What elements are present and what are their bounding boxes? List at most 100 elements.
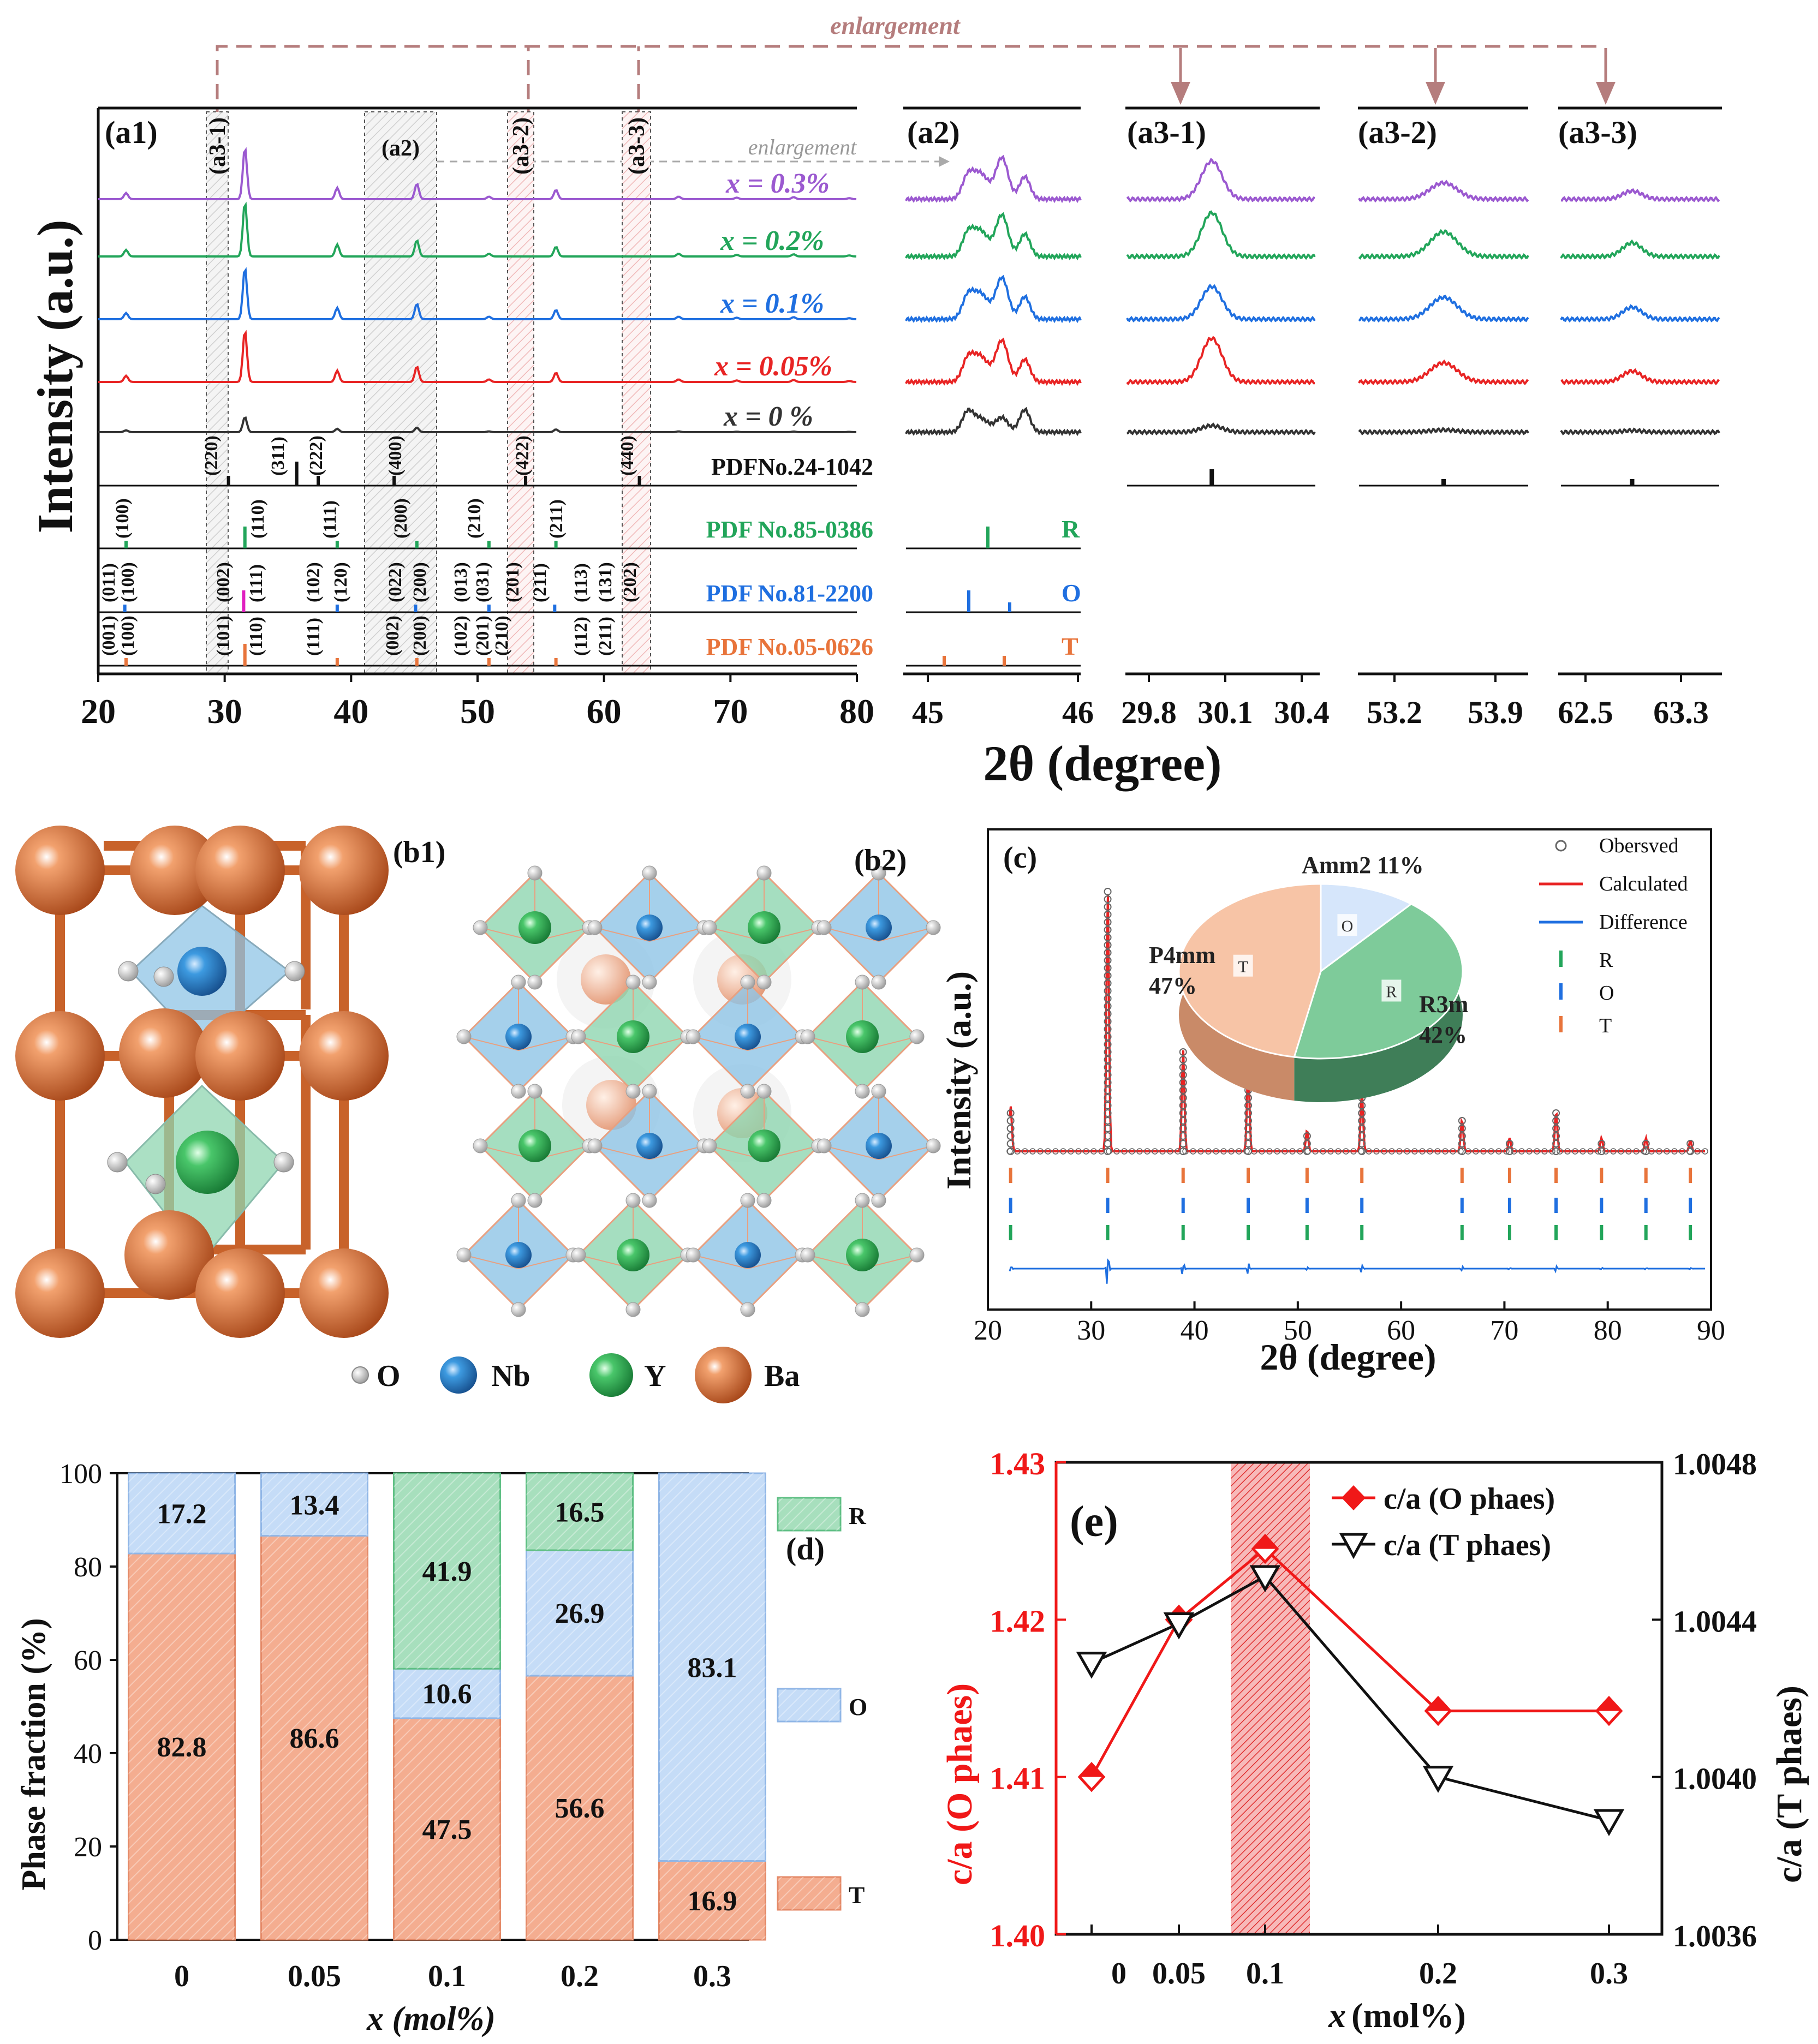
b2-o-atom [756, 865, 772, 881]
d-bar-hatch [261, 1473, 368, 1536]
c-observed-point [1297, 1148, 1303, 1155]
c-observed-point [1458, 1117, 1466, 1125]
sub-tick-label: 30.4 [1274, 695, 1330, 730]
c-observed-point [1060, 1148, 1066, 1155]
legend-o-label: O [377, 1359, 401, 1393]
c-observed-point [1564, 1148, 1571, 1155]
pdf-label: PDFNo.24-1042 [711, 453, 873, 480]
d-bar-hatch [394, 1718, 500, 1940]
a2-phase-tag: R [1062, 515, 1080, 543]
b2-y-atom [748, 911, 780, 944]
hkl-label: (311) [268, 437, 288, 476]
c-legend-symbol [1559, 1016, 1563, 1032]
panel-a1-label: (a1) [105, 115, 158, 150]
pdf-stick [226, 476, 230, 486]
c-observed-point [1104, 957, 1112, 964]
c-observed-point [1179, 1140, 1187, 1147]
c-observed-point [1037, 1148, 1044, 1155]
hkl-label: (220) [201, 435, 222, 476]
c-observed-point [1179, 1132, 1187, 1140]
c-observed-point [1518, 1148, 1525, 1155]
c-phase-marker [1305, 1168, 1309, 1183]
d-bar-hatch [261, 1535, 368, 1940]
hkl-label: (001) [99, 615, 119, 656]
c-observed-point [1104, 1140, 1112, 1147]
c-observed-point [1664, 1148, 1670, 1155]
c-phase-marker [1507, 1198, 1511, 1213]
c-observed-point [1552, 1132, 1560, 1140]
panel-a2-label: (a2) [907, 115, 960, 150]
a1-tick-label: 20 [81, 692, 116, 731]
d-category-label: 0.3 [693, 1959, 731, 1993]
b2-o-atom [756, 1084, 772, 1099]
c-observed-point [1541, 1148, 1548, 1155]
b2-o-atom [871, 1193, 886, 1208]
c-observed-point [1104, 1010, 1112, 1018]
c-observed-point [1648, 1148, 1655, 1155]
panel-b2-label: (b2) [854, 844, 907, 877]
hkl-label: (211) [530, 563, 550, 602]
pdf-stick [335, 541, 339, 548]
legend-nb-atom [440, 1356, 477, 1394]
c-observed-point [1104, 995, 1112, 1002]
b2-o-atom [511, 975, 526, 990]
b2-o-atom [456, 1029, 472, 1044]
c-observed-point [1014, 1148, 1021, 1155]
pdf-stick [124, 658, 128, 666]
d-bar-value: 47.5 [422, 1814, 472, 1845]
c-observed-point [1480, 1148, 1487, 1155]
c-observed-point [1610, 1148, 1617, 1155]
c-observed-point [1587, 1148, 1594, 1155]
pdf-label: PDF No.81-2200 [706, 580, 873, 607]
a1-series-label: x = 0.1% [720, 288, 824, 319]
c-observed-point [1075, 1148, 1082, 1155]
c-phase-marker [1689, 1225, 1692, 1240]
c-pie-slice [1320, 883, 1413, 973]
c-phase-marker [1460, 1168, 1464, 1183]
c-observed-point [1159, 1148, 1166, 1155]
hkl-label: (201) [503, 562, 523, 602]
c-observed-point [1289, 1148, 1296, 1155]
c-observed-point [1104, 1002, 1112, 1010]
c-observed-point [1179, 1125, 1187, 1132]
d-legend-label: R [849, 1503, 867, 1529]
a3-pattern-0-0 [1126, 158, 1315, 203]
pdf-stick [637, 476, 641, 486]
panel-a31-label: (a3-1) [1127, 115, 1206, 150]
d-legend-label: O [849, 1694, 867, 1720]
c-observed-point [1457, 1148, 1464, 1155]
e-o-point-fill [1253, 1535, 1277, 1549]
c-observed-point [1090, 1148, 1097, 1155]
c-phase-marker [1600, 1168, 1604, 1183]
e-x-tick-label: 0 [1111, 1957, 1126, 1991]
pdf-label: PDF No.85-0386 [706, 516, 873, 543]
c-observed-point [1552, 1147, 1560, 1155]
c-observed-point [1182, 1148, 1189, 1155]
c-observed-point [1244, 1125, 1252, 1132]
c-observed-point [1686, 1140, 1695, 1147]
c-observed-point [1549, 1148, 1555, 1155]
c-observed-point [1179, 1071, 1187, 1079]
b2-o-atom [571, 1029, 586, 1044]
c-observed-point [1175, 1148, 1181, 1155]
sub-tick-label: 46 [1062, 695, 1094, 730]
c-phase-marker [1181, 1225, 1185, 1240]
b2-o-atom [909, 1247, 925, 1263]
a3-pattern-2-1 [1560, 239, 1720, 260]
e-x-tick-label: 0.05 [1152, 1957, 1206, 1991]
enlargement-label: enlargement [830, 11, 961, 39]
c-observed-point [1458, 1132, 1466, 1140]
c-observed-point [1458, 1140, 1466, 1147]
c-observed-point [1598, 1147, 1606, 1155]
c-observed-point [1358, 1109, 1366, 1117]
c-observed-point [1358, 1132, 1366, 1140]
c-observed-point [1104, 1018, 1112, 1025]
sub-tick-label: 30.1 [1197, 695, 1253, 730]
b2-o-atom [871, 975, 886, 990]
c-observed-point [1404, 1148, 1410, 1155]
c-observed-point [1104, 987, 1112, 995]
hkl-label: (200) [391, 498, 411, 539]
b2-o-atom [926, 920, 941, 935]
c-observed-point [1104, 911, 1112, 918]
c-observed-point [1190, 1148, 1196, 1155]
